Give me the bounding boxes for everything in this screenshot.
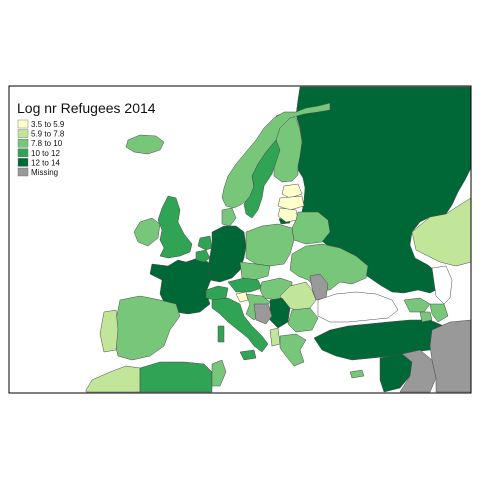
region-armenia xyxy=(419,311,433,323)
region-lithuania xyxy=(277,207,299,223)
region-slovenia xyxy=(235,291,249,303)
legend-label: 7.8 to 10 xyxy=(31,139,63,148)
region-estonia xyxy=(281,183,303,199)
region-ireland xyxy=(133,217,161,247)
region-italy-sicily xyxy=(239,349,257,361)
region-germany xyxy=(207,225,247,283)
region-belarus xyxy=(291,211,331,245)
legend-label: 3.5 to 5.9 xyxy=(31,120,65,129)
legend-swatch xyxy=(17,148,29,158)
region-azerbaijan xyxy=(429,303,449,323)
legend-label: 5.9 to 7.8 xyxy=(31,130,65,139)
region-albania xyxy=(269,327,281,347)
region-norway xyxy=(221,102,331,209)
region-algeria xyxy=(139,361,213,393)
region-sweden xyxy=(243,139,281,219)
region-italy xyxy=(211,297,269,353)
legend-title: Log nr Refugees 2014 xyxy=(17,100,156,116)
region-italy-sardinia xyxy=(217,325,225,343)
legend-swatch xyxy=(17,129,29,138)
region-iraq xyxy=(399,349,437,393)
region-portugal xyxy=(99,309,119,353)
region-netherlands xyxy=(197,235,213,251)
legend-label: Missing xyxy=(31,168,58,177)
region-iceland xyxy=(125,134,165,155)
region-poland xyxy=(245,223,295,267)
region-georgia xyxy=(403,297,431,313)
region-bulgaria xyxy=(287,307,319,333)
caspian-sea xyxy=(431,265,453,305)
region-latvia xyxy=(277,195,305,211)
region-serbia xyxy=(269,297,291,329)
black-sea xyxy=(317,291,399,323)
region-greece xyxy=(279,333,307,367)
region-tunisia xyxy=(211,359,227,387)
legend-swatch xyxy=(17,138,29,148)
region-ukraine xyxy=(289,243,369,291)
region-denmark xyxy=(221,207,237,227)
legend-label: 10 to 12 xyxy=(31,149,60,158)
legend-swatch xyxy=(17,119,29,129)
legend-swatch xyxy=(17,167,29,177)
legend-swatch xyxy=(17,158,29,167)
map-frame xyxy=(8,85,472,394)
region-morocco xyxy=(85,365,141,393)
region-cyprus xyxy=(349,369,365,379)
region-czechia xyxy=(239,261,271,281)
legend: Log nr Refugees 2014 3.5 to 5.95.9 to 7.… xyxy=(17,100,156,177)
region-belgium xyxy=(195,249,211,263)
legend-label: 12 to 14 xyxy=(31,158,60,167)
region-iran xyxy=(429,319,472,393)
region-bosnia xyxy=(253,303,273,325)
